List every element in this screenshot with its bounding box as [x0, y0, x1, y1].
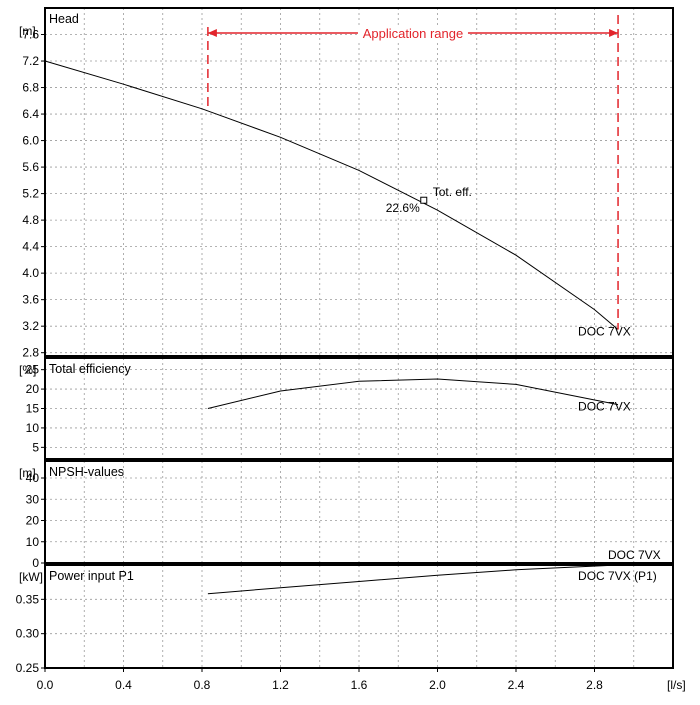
- y-tick-label: 3.2: [22, 319, 39, 333]
- series-label: DOC 7VX (P1): [578, 569, 657, 583]
- y-tick-label: 20: [26, 382, 40, 396]
- annotation-value: 22.6%: [386, 201, 420, 215]
- panel-frame: [44, 460, 674, 564]
- app-range-label: Application range: [363, 26, 463, 41]
- y-axis-unit: [kW]: [19, 570, 43, 584]
- x-tick-label: 2.0: [429, 678, 446, 692]
- x-tick-label: 0.8: [194, 678, 211, 692]
- y-tick-label: 6.8: [22, 81, 39, 95]
- app-range-arrowhead-left: [207, 29, 217, 37]
- panel-title: Power input P1: [49, 569, 134, 583]
- x-tick-label: 0.0: [37, 678, 54, 692]
- app-range-label-bg: [357, 25, 468, 41]
- y-tick-label: 5.2: [22, 187, 39, 201]
- y-tick-label: 0.30: [16, 627, 40, 641]
- x-axis-unit: [l/s]: [667, 678, 686, 692]
- y-tick-label: 7.2: [22, 54, 39, 68]
- y-tick-label: 4.8: [22, 213, 39, 227]
- y-tick-label: 2.8: [22, 346, 39, 360]
- y-tick-label: 25: [26, 363, 40, 377]
- y-tick-label: 0.25: [16, 661, 40, 675]
- series-curve: [207, 378, 619, 409]
- series-curve: [207, 564, 619, 595]
- series-label: DOC 7VX: [578, 400, 631, 414]
- y-tick-label: 10: [26, 535, 40, 549]
- y-axis-unit: [m]: [19, 466, 36, 480]
- y-tick-label: 5.6: [22, 160, 39, 174]
- y-tick-label: 10: [26, 421, 40, 435]
- panel-title: NPSH-values: [49, 465, 124, 479]
- y-tick-label: 6.4: [22, 107, 39, 121]
- series-curve: [44, 60, 619, 330]
- x-tick-label: 1.6: [351, 678, 368, 692]
- series-label: DOC 7VX: [608, 548, 661, 562]
- y-tick-label: 15: [26, 402, 40, 416]
- y-tick-label: 0.35: [16, 592, 40, 606]
- y-tick-label: 40: [26, 471, 40, 485]
- y-tick-label: 20: [26, 514, 40, 528]
- panel-frame: [44, 357, 674, 460]
- y-tick-label: 7.6: [22, 28, 39, 42]
- x-tick-label: 2.4: [508, 678, 525, 692]
- annotation-label: Tot. eff.: [433, 185, 472, 199]
- y-tick-label: 6.0: [22, 134, 39, 148]
- x-tick-label: 1.2: [272, 678, 289, 692]
- y-axis-unit: [m]: [19, 24, 36, 38]
- y-tick-label: 0: [32, 556, 39, 570]
- y-axis-unit: [%]: [19, 363, 36, 377]
- y-tick-label: 4.4: [22, 240, 39, 254]
- y-tick-label: 3.6: [22, 293, 39, 307]
- y-tick-label: 4.0: [22, 266, 39, 280]
- y-tick-label: 30: [26, 492, 40, 506]
- panel-title: Head: [49, 12, 79, 26]
- x-tick-label: 2.8: [586, 678, 603, 692]
- y-tick-label: 5: [32, 440, 39, 454]
- series-label: DOC 7VX: [578, 324, 631, 338]
- panel-title: Total efficiency: [49, 362, 132, 376]
- duty-point-marker: [420, 196, 428, 204]
- x-tick-label: 0.4: [115, 678, 132, 692]
- panel-frame: [44, 7, 674, 357]
- app-range-arrowhead-right: [609, 29, 619, 37]
